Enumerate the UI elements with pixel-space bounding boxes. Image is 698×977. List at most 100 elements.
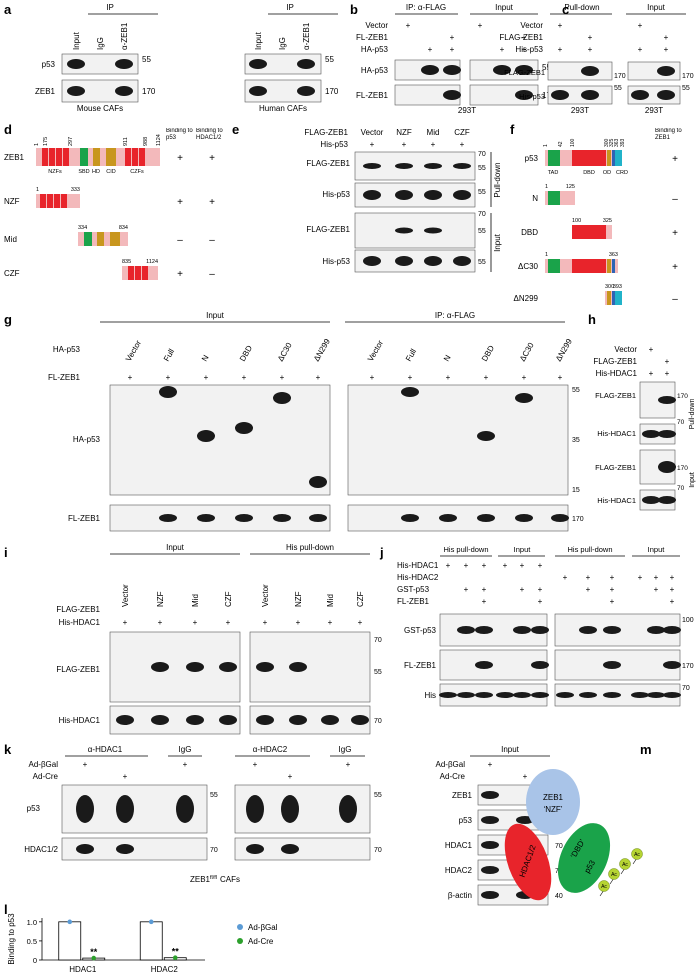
panel-label: l	[4, 902, 8, 917]
condition-mark: +	[665, 369, 670, 378]
domain	[106, 148, 116, 166]
label: Input	[166, 543, 185, 552]
legend-label: Ad-βGal	[248, 923, 278, 932]
label: 1	[545, 252, 548, 258]
label: 70	[555, 843, 563, 850]
condition-mark: +	[83, 760, 88, 769]
condition-mark: +	[158, 618, 163, 627]
label: ΔC30	[518, 341, 536, 363]
label: α-HDAC1	[88, 745, 123, 754]
domain	[572, 150, 606, 166]
label: IgG	[179, 745, 192, 754]
label: –	[177, 235, 183, 246]
blot-band	[115, 59, 133, 69]
label: His-p53	[320, 140, 348, 149]
condition-mark: +	[503, 561, 508, 570]
blot-band	[556, 692, 574, 698]
blot-band	[219, 715, 237, 725]
blot-band	[273, 514, 291, 522]
condition-name: FL-ZEB1	[397, 597, 430, 606]
domain	[97, 232, 104, 246]
condition-mark: +	[446, 373, 451, 382]
condition-mark: +	[654, 573, 659, 582]
label: FL-ZEB1	[356, 91, 389, 100]
blot-band	[186, 662, 204, 672]
domain	[84, 232, 92, 246]
blot-band	[515, 90, 533, 100]
blot-band	[658, 430, 676, 438]
label: FLAG-ZEB1	[304, 128, 348, 137]
condition-mark: +	[128, 373, 133, 382]
blot-band	[151, 662, 169, 672]
blot-band	[424, 190, 442, 200]
domain	[615, 291, 622, 305]
blot-band	[631, 692, 649, 698]
label: β-actin	[448, 891, 472, 900]
caption: ZEB1fl/fl CAFs	[190, 875, 240, 884]
label: ΔN299	[312, 337, 332, 363]
label: DBD	[521, 228, 538, 237]
label: 55	[374, 792, 382, 799]
label: p53	[459, 816, 473, 825]
domain	[61, 194, 67, 208]
blot-band	[176, 795, 194, 823]
label: CZF	[224, 591, 233, 607]
blot-band	[246, 844, 264, 854]
data-point	[91, 955, 97, 961]
label: 70	[677, 419, 685, 426]
label: NZFs	[48, 169, 62, 175]
label: 70	[374, 637, 382, 644]
label: HA-p53	[53, 345, 81, 354]
label: Input	[689, 472, 696, 488]
condition-mark: NZF	[396, 128, 412, 137]
condition-mark: +	[183, 760, 188, 769]
blot-band	[551, 90, 569, 100]
condition-mark: Mid	[427, 128, 440, 137]
label: Vector	[261, 584, 270, 607]
label: His	[424, 691, 436, 700]
label: HD	[92, 169, 100, 175]
panel-label: k	[4, 742, 12, 757]
label: 100	[570, 138, 576, 147]
condition-mark: +	[316, 373, 321, 382]
label: CZFs	[130, 169, 144, 175]
condition-mark: +	[484, 373, 489, 382]
label: HDAC1/2	[24, 845, 58, 854]
label: 297	[68, 137, 74, 146]
condition-mark: +	[664, 45, 669, 54]
blot-band	[67, 59, 85, 69]
panel-label: d	[4, 122, 12, 137]
label: TAD	[548, 170, 559, 176]
label: ΔN299	[554, 337, 574, 363]
ac-mark	[619, 858, 631, 870]
label: ΔC30	[518, 262, 539, 271]
condition-name: GST-p53	[397, 585, 430, 594]
label: 55	[614, 85, 622, 92]
domain	[93, 148, 100, 166]
label: IP	[286, 3, 294, 12]
blot-band	[339, 795, 357, 823]
blot-band	[159, 514, 177, 522]
label: 835	[122, 259, 131, 265]
label: 170	[677, 393, 688, 400]
label: IP: α-FLAG	[406, 3, 446, 12]
label: 170	[677, 465, 688, 472]
blot-band	[401, 387, 419, 397]
caption-gene: ZEB1	[190, 875, 211, 884]
blot	[109, 384, 331, 496]
condition-mark: +	[431, 140, 436, 149]
label: 70	[210, 847, 218, 854]
label: FLAG-ZEB1	[306, 225, 350, 234]
label: 300	[604, 138, 610, 147]
blot-band	[439, 692, 457, 698]
label: FLAG-ZEB1	[595, 463, 636, 472]
label: GST-p53	[404, 626, 437, 635]
domain	[139, 148, 145, 166]
blot	[61, 837, 208, 861]
label: Binding to p53	[7, 913, 16, 965]
panel-label: f	[510, 122, 515, 137]
condition-name: FLAG-ZEB1	[499, 33, 543, 42]
blot-band	[603, 692, 621, 698]
condition-mark: +	[610, 573, 615, 582]
